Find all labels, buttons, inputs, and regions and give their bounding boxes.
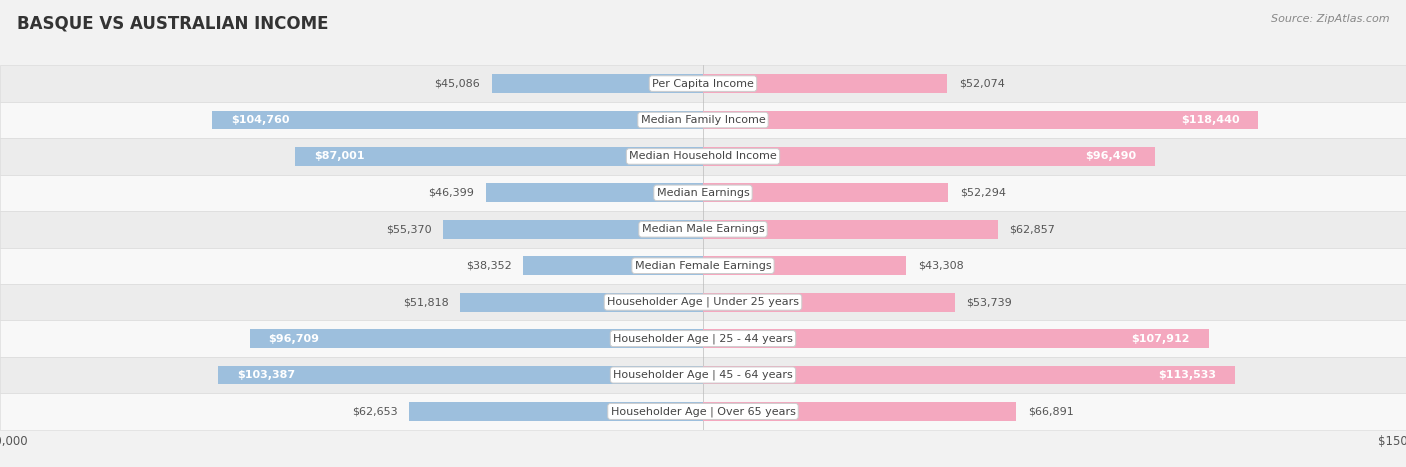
Bar <box>409 402 703 421</box>
Text: $104,760: $104,760 <box>231 115 290 125</box>
Bar <box>703 366 1234 384</box>
Text: $103,387: $103,387 <box>238 370 295 380</box>
Text: $107,912: $107,912 <box>1132 333 1189 344</box>
Bar <box>0 211 1406 248</box>
Text: $52,074: $52,074 <box>959 78 1005 89</box>
Text: $46,399: $46,399 <box>427 188 474 198</box>
Text: Householder Age | 25 - 44 years: Householder Age | 25 - 44 years <box>613 333 793 344</box>
Text: Median Family Income: Median Family Income <box>641 115 765 125</box>
Bar <box>523 256 703 275</box>
Bar <box>0 65 1406 102</box>
Text: $118,440: $118,440 <box>1181 115 1239 125</box>
Bar <box>0 248 1406 284</box>
Bar <box>0 393 1406 430</box>
Bar <box>703 293 955 311</box>
Bar <box>0 284 1406 320</box>
Bar <box>703 147 1156 166</box>
Bar <box>703 220 998 239</box>
Text: Householder Age | Over 65 years: Householder Age | Over 65 years <box>610 406 796 417</box>
Text: $62,857: $62,857 <box>1010 224 1054 234</box>
Text: $87,001: $87,001 <box>314 151 364 162</box>
Text: $43,308: $43,308 <box>918 261 963 271</box>
Text: Per Capita Income: Per Capita Income <box>652 78 754 89</box>
Bar <box>0 357 1406 393</box>
Bar <box>460 293 703 311</box>
Bar <box>0 102 1406 138</box>
Text: Source: ZipAtlas.com: Source: ZipAtlas.com <box>1271 14 1389 24</box>
Bar <box>218 366 703 384</box>
Bar <box>703 256 905 275</box>
Bar <box>443 220 703 239</box>
Text: $55,370: $55,370 <box>387 224 432 234</box>
Bar <box>295 147 703 166</box>
Text: BASQUE VS AUSTRALIAN INCOME: BASQUE VS AUSTRALIAN INCOME <box>17 14 329 32</box>
Text: $96,709: $96,709 <box>269 333 319 344</box>
Text: $38,352: $38,352 <box>465 261 512 271</box>
Text: $45,086: $45,086 <box>434 78 479 89</box>
Bar <box>703 329 1209 348</box>
Text: $62,653: $62,653 <box>352 406 398 417</box>
Bar <box>703 184 948 202</box>
Bar <box>0 138 1406 175</box>
Bar <box>485 184 703 202</box>
Text: Median Female Earnings: Median Female Earnings <box>634 261 772 271</box>
Text: $53,739: $53,739 <box>966 297 1012 307</box>
Text: $51,818: $51,818 <box>402 297 449 307</box>
Text: Householder Age | Under 25 years: Householder Age | Under 25 years <box>607 297 799 307</box>
Bar <box>0 320 1406 357</box>
Bar <box>492 74 703 93</box>
Text: Median Male Earnings: Median Male Earnings <box>641 224 765 234</box>
Text: $113,533: $113,533 <box>1159 370 1216 380</box>
Bar <box>703 111 1258 129</box>
Bar <box>0 175 1406 211</box>
Text: Householder Age | 45 - 64 years: Householder Age | 45 - 64 years <box>613 370 793 380</box>
Text: Median Household Income: Median Household Income <box>628 151 778 162</box>
Text: $66,891: $66,891 <box>1028 406 1074 417</box>
Text: $96,490: $96,490 <box>1085 151 1136 162</box>
Bar <box>212 111 703 129</box>
Bar <box>703 74 948 93</box>
Bar <box>703 402 1017 421</box>
Text: Median Earnings: Median Earnings <box>657 188 749 198</box>
Bar <box>250 329 703 348</box>
Text: $52,294: $52,294 <box>960 188 1005 198</box>
